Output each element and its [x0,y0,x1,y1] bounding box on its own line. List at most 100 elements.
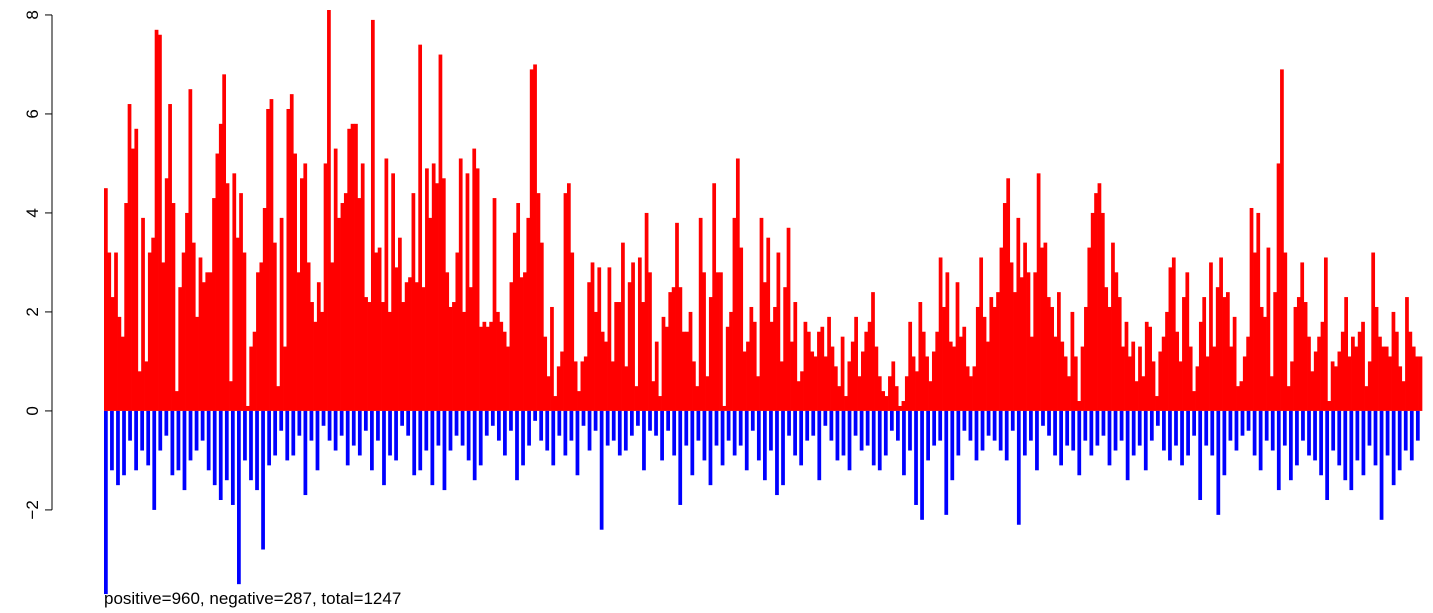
positive-bar [1388,356,1392,411]
negative-bar [1276,410,1281,491]
positive-bar [563,193,568,411]
negative-bar [750,410,755,431]
positive-bar [1310,371,1315,411]
positive-bar [337,217,341,411]
negative-bar [726,410,731,441]
positive-bar [911,356,916,411]
negative-bar [309,410,314,441]
positive-bar [1283,252,1288,411]
positive-bar [806,331,811,411]
negative-bar [1004,410,1009,461]
negative-bar [164,410,169,436]
positive-bar [509,282,514,411]
positive-bar [512,232,517,411]
positive-bar [725,326,730,411]
negative-bar [1415,410,1420,441]
positive-bar [1273,292,1278,411]
negative-bar [841,410,846,456]
negative-bar [303,410,308,496]
positive-bar [279,217,284,411]
positive-bar [989,297,994,411]
negative-bar [623,410,628,451]
positive-bar [790,341,794,411]
positive-bar [965,366,970,411]
positive-bar [1029,336,1034,411]
negative-bar [702,410,707,461]
positive-bar [661,316,666,411]
negative-bar [1010,410,1015,431]
negative-bar [1186,410,1190,456]
positive-bar [1100,212,1105,411]
negative-bar [496,410,501,441]
positive-bar [594,311,598,411]
positive-bar [347,128,352,411]
positive-bar [928,381,933,411]
positive-bar [1415,356,1419,411]
negative-bar [1373,410,1378,466]
positive-bar [675,222,679,411]
positive-bar [239,193,243,411]
positive-bar [168,104,172,411]
negative-bar [944,410,949,515]
negative-bar [998,410,1003,451]
positive-bar [908,321,913,411]
positive-bar [208,272,213,411]
positive-bar [884,396,889,411]
negative-bar [883,410,888,456]
positive-bar [732,217,737,411]
negative-bar [206,410,211,471]
positive-bar [803,321,808,411]
positive-bar [1307,336,1311,411]
negative-bar [775,410,779,496]
negative-bar [249,410,253,481]
negative-bar [243,410,247,461]
positive-bar [131,148,135,411]
positive-bar [1168,267,1173,411]
positive-bar [529,69,534,411]
positive-bar [225,183,230,411]
positive-bar [296,272,301,411]
positive-bar [171,203,176,411]
negative-bar [122,410,126,476]
positive-bar [174,391,179,411]
negative-bar [1083,410,1088,441]
positive-bar [293,153,297,411]
positive-bar [621,242,625,411]
positive-bar [820,326,825,411]
positive-bar [1330,361,1335,411]
positive-bar [455,252,460,411]
positive-bar [1232,316,1237,411]
positive-bar [431,163,436,411]
negative-bar [823,410,828,426]
positive-bar [391,173,395,411]
negative-bar [430,410,435,486]
negative-bar [811,410,816,436]
positive-bar [1303,302,1308,411]
positive-bar [283,346,287,411]
positive-bar [445,272,450,411]
negative-bar [140,410,145,451]
negative-bar [1192,410,1197,436]
positive-bar [127,104,132,411]
negative-bar [611,410,616,441]
negative-bar [134,410,138,471]
positive-bar [1408,331,1413,411]
negative-bar [1258,410,1263,471]
negative-bar [1095,410,1100,446]
positive-bar [1411,346,1416,411]
positive-bar [1219,257,1223,411]
positive-bar [786,227,791,411]
positive-bar [604,341,608,411]
positive-bar [394,267,399,411]
negative-bar [629,410,634,436]
negative-bar [902,410,906,476]
positive-bar [1239,381,1244,411]
positive-bar [695,386,700,411]
positive-bar [276,386,281,411]
positive-bar [1195,366,1200,411]
negative-bar [1155,410,1160,426]
negative-bar [509,410,513,431]
positive-bar [962,326,967,411]
positive-bar [1253,252,1257,411]
positive-bar [959,336,963,411]
